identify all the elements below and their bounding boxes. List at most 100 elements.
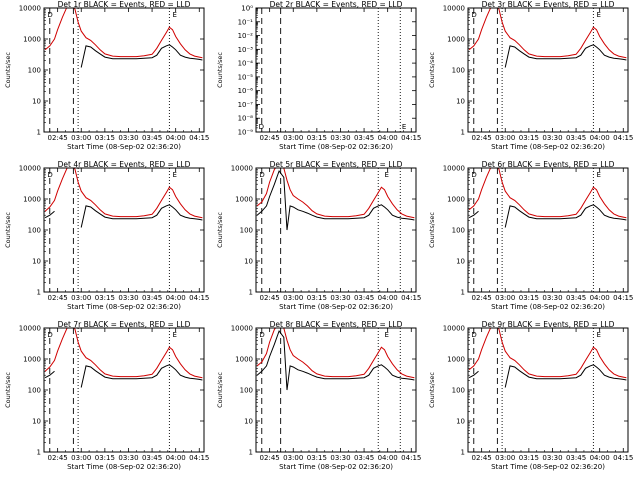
y-axis-label: Counts/sec (4, 212, 12, 248)
y-tick-label: 10⁻⁹ (238, 129, 254, 137)
y-tick-label: 1 (461, 129, 465, 137)
events-series-line (256, 329, 415, 391)
chart-panel-9: Det 9r BLACK = Events, RED = LLD Counts/s… (428, 320, 633, 471)
x-tick-label: 03:15 (519, 134, 539, 142)
x-axis-label: Start Time (08-Sep-02 02:36:20) (491, 143, 605, 151)
y-tick-label: 10⁻⁷ (238, 101, 254, 109)
y-axis-label: Counts/sec (428, 372, 436, 408)
y-tick-label: 100 (452, 227, 465, 235)
lld-series-line (468, 328, 627, 379)
x-tick-label: 04:00 (590, 454, 610, 462)
y-tick-label: 10000 (231, 325, 253, 333)
x-axis-label: Start Time (08-Sep-02 02:36:20) (279, 143, 393, 151)
x-tick-label: 02:45 (260, 134, 280, 142)
y-tick-label: 10000 (443, 5, 465, 13)
x-tick-label: 03:45 (354, 294, 374, 302)
y-tick-label: 1 (37, 289, 41, 297)
x-tick-label: 03:15 (519, 454, 539, 462)
y-axis-label: Counts/sec (4, 52, 12, 88)
x-tick-label: 03:30 (118, 294, 138, 302)
x-tick-label: 03:00 (495, 454, 515, 462)
chart-panel-3: Det 3r BLACK = Events, RED = LLD Counts/s… (428, 0, 633, 151)
y-tick-label: 10 (456, 418, 465, 426)
x-tick-label: 03:30 (118, 134, 138, 142)
x-tick-label: 04:15 (401, 294, 421, 302)
x-tick-label: 04:15 (613, 294, 633, 302)
x-axis-label: Start Time (08-Sep-02 02:36:20) (67, 303, 181, 311)
x-axis-label: Start Time (08-Sep-02 02:36:20) (279, 303, 393, 311)
y-axis-label: Counts/sec (428, 52, 436, 88)
x-tick-label: 03:45 (354, 134, 374, 142)
y-tick-label: 10⁻⁶ (238, 87, 254, 95)
plot-frame (43, 327, 205, 453)
lld-series-line (256, 328, 415, 379)
x-axis-label: Start Time (08-Sep-02 02:36:20) (67, 143, 181, 151)
y-tick-label: 100 (452, 67, 465, 75)
y-tick-label: 10000 (19, 5, 41, 13)
y-tick-label: 1000 (23, 196, 41, 204)
y-tick-label: 100 (240, 227, 253, 235)
chart-title: Det 8r BLACK = Events, RED = LLD (270, 320, 403, 329)
events-series-line (504, 44, 627, 68)
x-tick-label: 03:30 (542, 134, 562, 142)
y-tick-label: 10000 (19, 165, 41, 173)
chart-panel-5: Det 5r BLACK = Events, RED = LLD Counts/s… (216, 160, 421, 311)
x-tick-label: 03:45 (142, 134, 162, 142)
x-tick-label: 04:00 (590, 294, 610, 302)
y-tick-label: 1 (461, 449, 465, 457)
x-tick-label: 03:00 (283, 134, 303, 142)
plot-frame (255, 167, 417, 293)
x-tick-label: 03:00 (71, 294, 91, 302)
chart-title: Det 3r BLACK = Events, RED = LLD (482, 0, 615, 9)
x-tick-label: 04:00 (378, 454, 398, 462)
chart-panel-2: Det 2r BLACK = Events, RED = LLD Counts/s… (216, 0, 421, 151)
y-tick-label: 1000 (235, 356, 253, 364)
y-tick-label: 10⁻¹ (238, 18, 254, 26)
x-tick-label: 03:30 (118, 454, 138, 462)
y-axis-label: Counts/sec (428, 212, 436, 248)
y-axis-label: Counts/sec (216, 52, 224, 88)
x-tick-label: 02:45 (472, 454, 492, 462)
y-tick-label: 100 (28, 387, 41, 395)
x-tick-label: 02:45 (472, 294, 492, 302)
marker-label-d: D (47, 171, 52, 179)
events-series-line (468, 204, 627, 228)
x-tick-label: 03:15 (307, 134, 327, 142)
x-tick-label: 03:15 (95, 294, 115, 302)
chart-panel-7: Det 7r BLACK = Events, RED = LLD Counts/s… (4, 320, 209, 471)
chart-title: Det 1r BLACK = Events, RED = LLD (58, 0, 191, 9)
x-tick-label: 04:15 (189, 134, 209, 142)
x-tick-label: 04:00 (378, 134, 398, 142)
x-tick-label: 03:00 (283, 454, 303, 462)
y-tick-label: 1000 (447, 356, 465, 364)
x-tick-label: 03:30 (330, 454, 350, 462)
x-tick-label: 03:00 (71, 454, 91, 462)
marker-label-d: D (259, 331, 264, 339)
x-tick-label: 02:45 (48, 294, 68, 302)
x-tick-label: 03:45 (354, 454, 374, 462)
lld-series-line (468, 168, 627, 219)
plot-frame (43, 167, 205, 293)
y-tick-label: 10⁻² (238, 32, 254, 40)
marker-label-d: D (471, 11, 476, 19)
x-tick-label: 04:15 (613, 454, 633, 462)
y-tick-label: 1 (249, 449, 253, 457)
y-tick-label: 10⁻⁸ (238, 115, 254, 123)
y-tick-label: 100 (28, 67, 41, 75)
x-tick-label: 03:00 (495, 134, 515, 142)
x-tick-label: 04:15 (401, 454, 421, 462)
y-tick-label: 10 (32, 258, 41, 266)
plot-frame (255, 7, 417, 133)
y-axis-label: Counts/sec (216, 212, 224, 248)
events-series-line (80, 44, 203, 68)
y-tick-label: 10⁰ (241, 5, 253, 13)
x-tick-label: 04:00 (166, 454, 186, 462)
x-tick-label: 02:45 (472, 134, 492, 142)
lld-series-line (44, 8, 203, 59)
y-tick-label: 10000 (19, 325, 41, 333)
y-tick-label: 10⁻⁴ (238, 60, 254, 68)
x-tick-label: 03:30 (330, 134, 350, 142)
lld-series-line (468, 8, 627, 59)
x-tick-label: 03:15 (519, 294, 539, 302)
